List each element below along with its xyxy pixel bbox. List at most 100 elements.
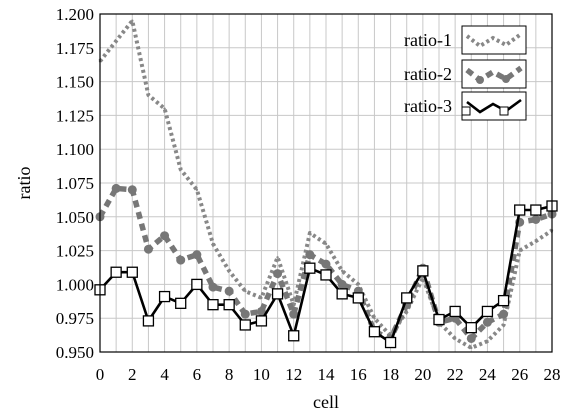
data-point [255,315,268,327]
data-point [158,290,171,303]
x-tick-label: 2 [128,365,137,384]
y-tick-label: 1.100 [56,140,94,159]
legend-swatch-marker [461,106,471,116]
data-point [465,322,477,334]
data-point [110,266,122,278]
data-point [486,339,489,343]
data-point [143,244,153,254]
plot-frame [99,13,553,353]
legend: ratio-1 ratio-2 ratio-3 [404,25,527,121]
legend-swatch-marker [499,106,509,116]
x-tick-label: 28 [544,365,561,384]
data-point [126,266,138,278]
data-point [131,19,134,22]
data-point [530,204,542,216]
x-tick-label: 16 [350,365,367,384]
y-tick-label: 0.975 [56,309,94,328]
x-tick-label: 20 [414,365,431,384]
data-point [191,278,203,291]
legend-swatch-line [465,65,523,84]
data-point [288,330,300,342]
data-point [518,249,521,252]
data-point [499,309,509,319]
data-point [401,292,413,304]
x-axis-label: cell [313,392,339,412]
data-point [336,288,348,300]
data-point [240,309,250,319]
legend-swatch-line [466,98,522,114]
data-point [111,183,121,193]
data-point [227,269,231,273]
legend-swatch-marker [502,75,510,83]
data-point [239,319,251,331]
data-point [260,296,263,300]
data-point [373,317,376,320]
legend-swatch-line [465,32,523,49]
data-point [433,313,445,326]
x-tick-label: 6 [193,365,202,384]
legend-label-ratio-2: ratio-2 [404,64,452,84]
data-point [324,242,328,246]
data-point [192,250,202,260]
x-tick-label: 24 [479,365,497,384]
data-point [357,283,360,286]
data-point [449,305,461,318]
data-point [337,279,347,289]
tick-labels: 0 2 4 6 8 10 12 14 16 18 20 22 24 26 280.9500.9751.000… [56,5,561,384]
y-tick-label: 1.075 [56,174,94,193]
data-point [417,265,429,277]
data-point [289,309,299,319]
data-point [531,215,541,225]
data-point [482,317,492,327]
data-point [142,315,155,327]
data-point [534,239,538,243]
data-point [470,346,473,350]
data-point [384,336,397,349]
y-tick-label: 1.025 [56,242,94,261]
data-point [244,289,247,293]
data-point [304,262,316,274]
data-point [481,305,494,318]
data-point [308,231,312,235]
data-point [223,299,235,311]
x-tick-label: 10 [253,365,270,384]
data-point [352,292,364,304]
data-point [502,323,505,327]
data-point [276,256,279,259]
data-point [175,297,187,309]
data-point [147,93,150,97]
data-point [466,333,476,343]
data-point [207,299,219,311]
x-tick-label: 4 [160,365,169,384]
data-point [211,242,215,246]
y-tick-label: 1.000 [56,275,94,294]
data-point [273,269,283,279]
legend-label-ratio-3: ratio-3 [404,96,452,116]
data-point [176,255,186,265]
legend-swatch-marker [476,76,484,84]
data-point [160,231,170,241]
data-point [453,337,457,340]
data-point [256,306,266,316]
data-point [195,188,199,191]
x-tick-label: 22 [447,365,464,384]
data-point [320,269,332,281]
data-point [224,286,234,296]
data-point [514,204,526,216]
legend-label-ratio-1: ratio-1 [404,30,452,50]
x-tick-label: 18 [382,365,399,384]
x-tick-label: 0 [96,365,105,384]
x-tick-label: 12 [285,365,302,384]
data-point [114,39,118,43]
y-tick-label: 1.150 [56,73,94,92]
y-axis-label: ratio [14,167,34,200]
data-point [179,168,182,171]
data-point [208,282,218,292]
x-tick-label: 14 [318,365,336,384]
data-point [305,250,315,260]
x-tick-label: 26 [511,365,528,384]
data-point [368,326,381,338]
data-point [271,288,284,300]
y-tick-label: 1.125 [56,106,94,125]
